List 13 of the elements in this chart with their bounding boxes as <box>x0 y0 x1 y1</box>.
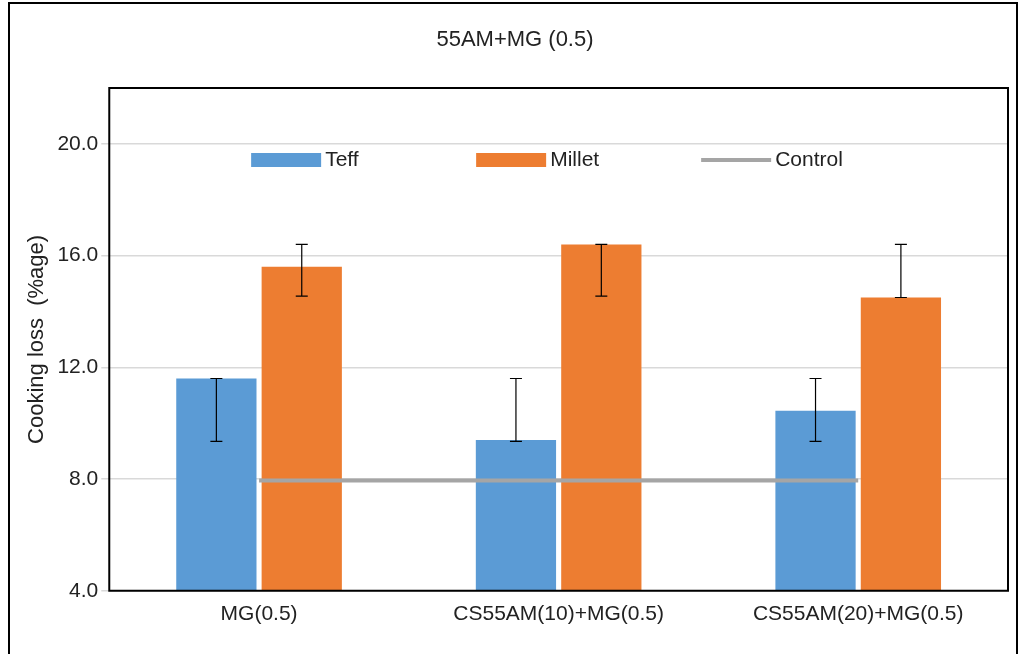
x-tick-label: CS55AM(20)+MG(0.5) <box>752 601 964 625</box>
x-tick-label: CS55AM(10)+MG(0.5) <box>453 601 664 625</box>
y-tick-label: 4.0 <box>69 577 99 601</box>
legend-label: Teff <box>325 146 359 170</box>
y-tick-label: 16.0 <box>57 242 99 266</box>
y-tick-label: 20.0 <box>57 130 99 154</box>
x-tick-label: MG(0.5) <box>220 601 298 625</box>
legend-label: Millet <box>550 146 600 170</box>
y-axis-title: Cooking loss (%age) <box>23 234 49 444</box>
chart-title: 55AM+MG (0.5) <box>435 26 595 52</box>
y-tick-label: 8.0 <box>69 465 99 489</box>
y-tick-label: 12.0 <box>57 354 99 378</box>
legend-label: Control <box>775 146 843 170</box>
